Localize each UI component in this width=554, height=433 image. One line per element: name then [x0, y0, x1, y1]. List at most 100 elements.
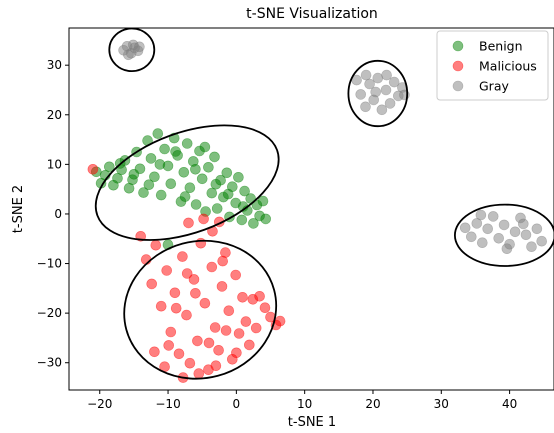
point-gray-30 — [493, 233, 505, 244]
y-tick-label: −30 — [37, 356, 62, 370]
point-benign-20 — [165, 178, 177, 189]
point-benign-3 — [104, 161, 115, 173]
point-gray-14 — [376, 104, 388, 116]
point-malicious-28 — [240, 316, 252, 327]
x-tick-label: 20 — [365, 397, 380, 411]
x-axis-ticks: −20 −10 0 10 20 30 40 — [87, 390, 517, 411]
y-tick-label: 10 — [47, 157, 62, 171]
y-axis-ticks: −30 −20 −10 0 10 20 30 — [37, 58, 69, 370]
point-benign-56 — [190, 164, 201, 175]
x-tick-label: −10 — [155, 397, 180, 411]
point-benign-43 — [236, 214, 248, 226]
point-malicious-50 — [163, 340, 174, 351]
plot-frame — [68, 27, 554, 391]
point-gray-7 — [134, 41, 145, 53]
cluster-ellipse-2 — [454, 203, 554, 267]
point-gray-29 — [487, 211, 499, 222]
point-benign-25 — [181, 138, 193, 149]
point-benign-47 — [248, 218, 259, 229]
point-benign-44 — [239, 185, 250, 197]
cluster-ellipse-4 — [123, 239, 278, 380]
cluster-ellipse-1 — [347, 59, 409, 128]
x-tick-label: 30 — [434, 397, 449, 411]
x-axis-label: t-SNE 1 — [288, 415, 336, 430]
point-gray-9 — [355, 89, 367, 100]
point-gray-31 — [498, 219, 510, 231]
point-benign-5 — [112, 173, 123, 184]
y-tick-label: −10 — [37, 257, 62, 271]
point-malicious-43 — [210, 360, 222, 372]
point-malicious-16 — [199, 297, 211, 309]
point-malicious-29 — [244, 339, 255, 351]
point-benign-38 — [221, 167, 233, 179]
point-malicious-36 — [274, 315, 286, 327]
point-gray-41 — [517, 218, 529, 230]
point-malicious-9 — [173, 348, 185, 360]
legend-label-gray: Gray — [479, 79, 509, 94]
point-gray-17 — [388, 76, 400, 88]
point-malicious-25 — [230, 269, 241, 281]
point-gray-39 — [475, 209, 487, 221]
point-benign-50 — [257, 195, 269, 207]
point-gray-38 — [536, 235, 548, 247]
point-gray-15 — [380, 84, 392, 96]
point-malicious-7 — [165, 326, 177, 338]
point-malicious-26 — [233, 328, 245, 339]
legend-label-malicious: Malicious — [479, 59, 537, 74]
point-benign-55 — [170, 146, 181, 157]
point-malicious-48 — [231, 347, 242, 359]
point-malicious-5 — [155, 300, 167, 312]
point-benign-28 — [190, 199, 202, 210]
y-tick-label: 0 — [54, 207, 62, 221]
point-benign-42 — [233, 172, 244, 183]
x-tick-label: 40 — [502, 397, 517, 411]
point-malicious-20 — [213, 344, 224, 356]
point-benign-18 — [159, 143, 170, 155]
point-benign-63 — [199, 141, 211, 153]
point-gray-20 — [360, 69, 372, 81]
point-gray-40 — [501, 243, 513, 254]
series-gray — [118, 39, 548, 254]
plot-area — [87, 28, 554, 383]
point-benign-54 — [143, 179, 155, 190]
point-gray-37 — [531, 223, 543, 235]
legend-label-benign: Benign — [479, 39, 523, 54]
point-malicious-44 — [170, 302, 182, 314]
point-gray-10 — [360, 101, 371, 113]
point-malicious-23 — [223, 305, 235, 317]
point-gray-27 — [476, 237, 488, 248]
point-malicious-53 — [217, 255, 228, 267]
point-benign-62 — [179, 191, 191, 202]
point-malicious-46 — [203, 337, 215, 349]
y-tick-label: −20 — [37, 306, 62, 320]
point-malicious-6 — [161, 265, 172, 276]
point-malicious-0 — [87, 164, 99, 175]
point-malicious-18 — [206, 261, 218, 273]
point-benign-17 — [155, 189, 167, 201]
chart-title: t-SNE Visualization — [246, 6, 378, 22]
point-malicious-33 — [259, 302, 271, 314]
point-malicious-13 — [188, 274, 200, 285]
x-tick-label: 0 — [233, 397, 241, 411]
point-benign-24 — [178, 167, 190, 178]
point-malicious-49 — [149, 346, 160, 358]
point-benign-16 — [152, 128, 164, 139]
point-gray-5 — [123, 49, 134, 61]
point-gray-33 — [509, 226, 521, 238]
point-benign-30 — [196, 173, 208, 185]
point-malicious-14 — [192, 335, 203, 347]
point-benign-57 — [210, 178, 222, 190]
point-malicious-21 — [216, 281, 228, 292]
legend-marker-malicious — [452, 60, 464, 72]
point-benign-58 — [222, 188, 234, 200]
point-malicious-11 — [181, 309, 192, 321]
point-gray-22 — [370, 86, 382, 98]
point-malicious-45 — [190, 287, 201, 299]
legend-marker-gray — [452, 80, 464, 92]
legend-marker-benign — [452, 40, 464, 52]
point-malicious-31 — [250, 322, 262, 334]
point-malicious-19 — [209, 322, 221, 333]
point-malicious-32 — [254, 290, 265, 302]
point-gray-35 — [520, 229, 532, 241]
